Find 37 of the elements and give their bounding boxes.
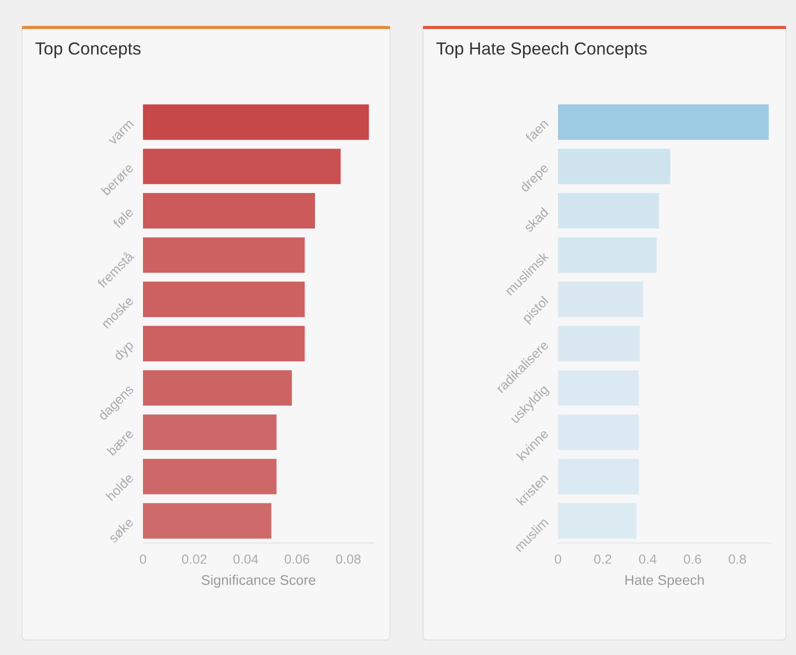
bar [558,458,639,494]
bar [143,414,276,450]
bar [558,414,639,450]
bar [143,503,272,539]
y-tick-label: føle [112,206,134,229]
bar [143,370,292,406]
x-tick-label: 0 [140,554,146,564]
bar [143,104,369,140]
x-tick-label: 0.02 [182,554,207,564]
x-tick-label: 0.06 [284,554,310,564]
x-axis-title: Significance Score [202,574,316,588]
chart-title: Top Concepts [35,42,141,58]
y-tick-label: dyp [112,340,136,363]
bar [558,282,644,318]
x-tick-label: 0.08 [336,554,361,564]
bar [143,458,276,494]
x-tick-label: 0 [554,554,562,564]
x-tick-label: 0.8 [728,554,746,564]
bar [558,193,659,228]
bar [143,237,305,273]
x-tick-label: 0.4 [639,554,656,564]
bar [558,148,670,184]
bar [558,104,769,140]
chart-title: Top Hate Speech Concepts [436,42,647,58]
bar [558,370,639,406]
bar [558,326,640,362]
x-axis-title: Hate Speech [625,574,704,588]
x-tick-label: 0.04 [233,554,258,564]
bar [143,326,305,362]
y-tick-label: faen [524,118,549,143]
x-tick-label: 0.2 [594,554,612,564]
x-tick-label: 0.6 [684,554,702,564]
bar [558,503,636,539]
bar [558,237,657,273]
bar [143,282,305,318]
bar [143,193,315,228]
bar [143,148,341,184]
